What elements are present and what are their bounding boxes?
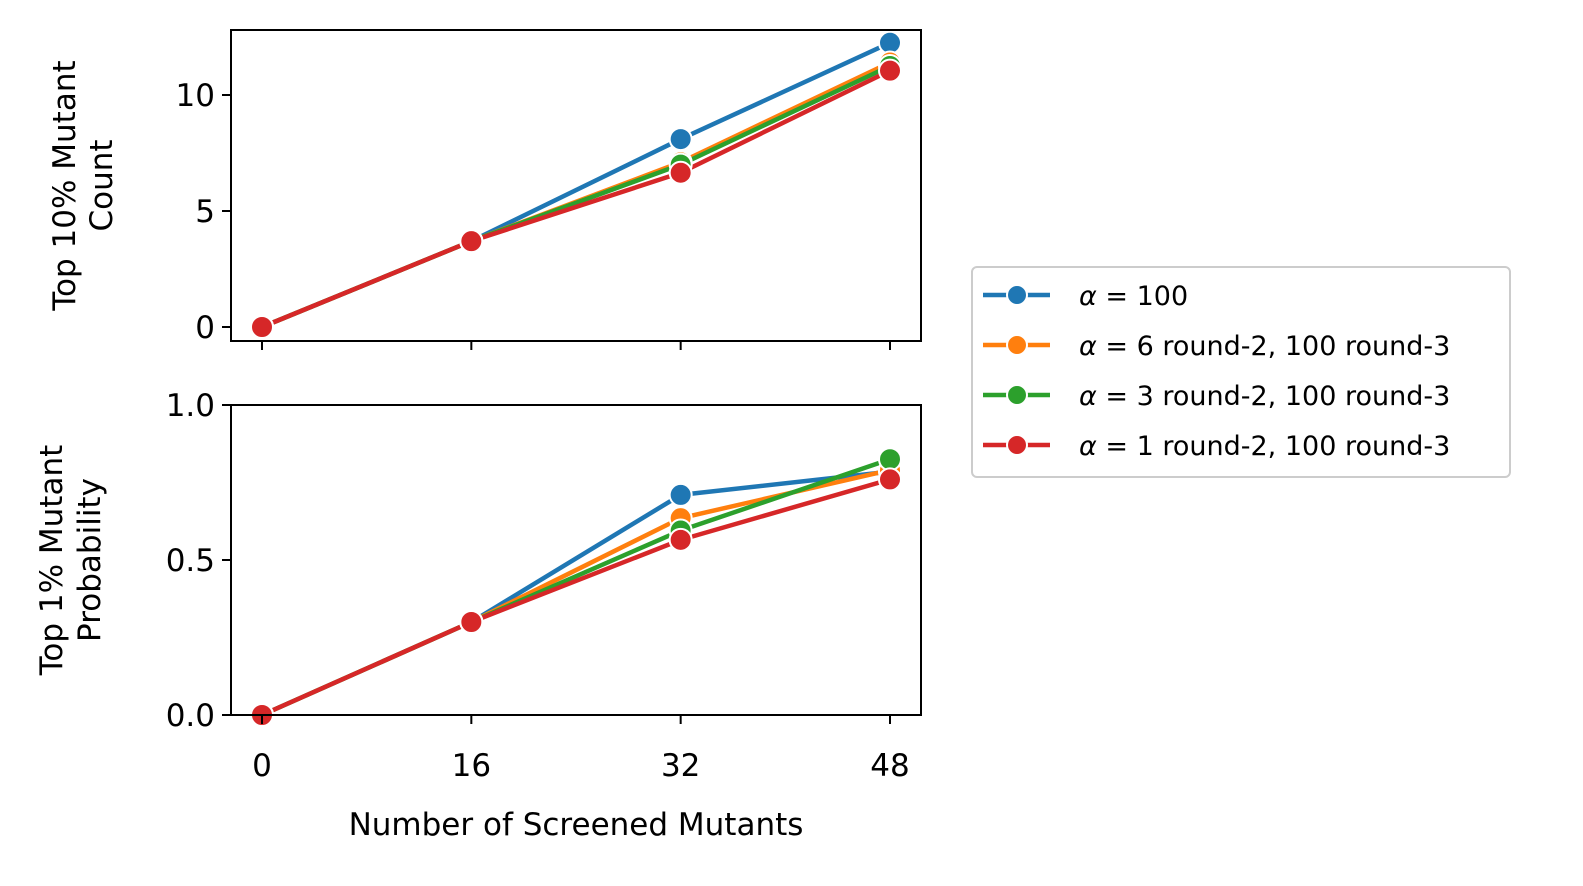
y-axis-label: Top 1% Mutant: [34, 445, 70, 677]
y-tick-label: 5: [195, 194, 215, 230]
data-point: [878, 467, 902, 492]
legend-text: = 3 round-2, 100 round-3: [1097, 381, 1450, 412]
x-tick-label: 48: [870, 748, 909, 784]
legend-alpha: α: [1079, 381, 1097, 412]
panel-2: 0.0 0.5 1.0 0 16 32 48 Top 1% Mutant Probability…: [34, 388, 922, 843]
legend-text: = 6 round-2, 100 round-3: [1097, 331, 1450, 362]
series-line-3: [261, 457, 891, 718]
y-tick-label: 1.0: [166, 388, 215, 424]
legend-label: α = 100: [1079, 281, 1188, 312]
legend-marker: [1006, 434, 1028, 456]
legend-box: [971, 266, 1511, 478]
data-point: [668, 482, 693, 507]
y-tick-label: 10: [176, 78, 215, 114]
series-line-4: [261, 477, 891, 718]
y-tick-label: 0: [195, 310, 215, 346]
legend-label: α = 6 round-2, 100 round-3: [1079, 331, 1450, 362]
y-axis-label: Probability: [72, 478, 108, 642]
data-point: [878, 30, 902, 55]
data-point: [459, 229, 484, 254]
data-point: [668, 527, 693, 552]
legend-label: α = 1 round-2, 100 round-3: [1079, 431, 1450, 462]
y-axis-label: Top 10% Mutant: [47, 60, 83, 311]
y-tick-label: 0.0: [166, 698, 215, 734]
legend-marker: [1006, 334, 1028, 356]
x-tick-label: 0: [252, 748, 272, 784]
data-point: [878, 447, 902, 472]
legend-marker: [1006, 384, 1028, 406]
x-tick-label: 16: [452, 748, 491, 784]
legend-item: α = 3 round-2, 100 round-3: [983, 381, 1450, 412]
legend-item: α = 1 round-2, 100 round-3: [983, 431, 1450, 462]
legend-text: = 100: [1097, 281, 1188, 312]
legend-alpha: α: [1079, 331, 1097, 362]
data-point: [250, 315, 274, 339]
series-line-1: [261, 40, 891, 330]
legend-alpha: α: [1079, 431, 1097, 462]
data-point: [878, 58, 902, 83]
legend-alpha: α: [1079, 281, 1097, 312]
y-axis-label: Count: [84, 139, 120, 231]
x-axis-label: Number of Screened Mutants: [349, 807, 804, 843]
axes-frame: [230, 29, 922, 342]
panel-1: 0 5 10 Top 10% Mutant Count: [47, 29, 922, 350]
legend-text: = 1 round-2, 100 round-3: [1097, 431, 1450, 462]
y-tick-label: 0.5: [166, 543, 215, 579]
data-point: [459, 610, 484, 634]
legend-item: α = 100: [983, 281, 1188, 312]
series-line-4: [261, 68, 891, 330]
data-point: [668, 127, 693, 152]
x-tick-label: 32: [661, 748, 700, 784]
data-point: [668, 160, 693, 185]
legend-item: α = 6 round-2, 100 round-3: [983, 331, 1450, 362]
legend-label: α = 3 round-2, 100 round-3: [1079, 381, 1450, 412]
legend-marker: [1006, 284, 1028, 306]
